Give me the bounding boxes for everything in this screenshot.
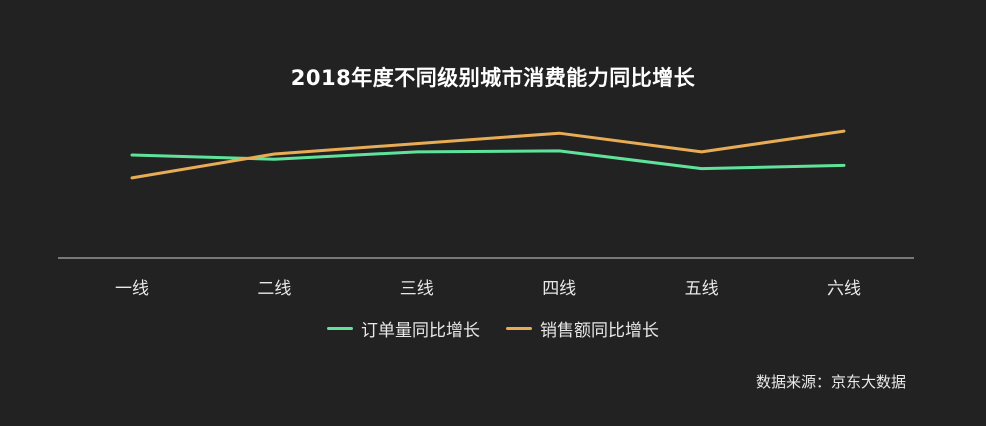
chart-title: 2018年度不同级别城市消费能力同比增长 bbox=[290, 66, 696, 90]
x-tick-label: 六线 bbox=[827, 279, 861, 299]
legend: 订单量同比增长 销售额同比增长 bbox=[0, 316, 986, 341]
x-tick-label: 三线 bbox=[400, 279, 434, 299]
legend-label: 订单量同比增长 bbox=[361, 321, 480, 341]
source-note: 数据来源：京东大数据 bbox=[755, 373, 906, 391]
plot-area: 一线 二线 三线 四线 五线 六线 bbox=[58, 129, 914, 299]
x-tick-label: 五线 bbox=[685, 279, 719, 299]
x-tick-label: 一线 bbox=[115, 279, 149, 299]
legend-swatch bbox=[327, 327, 353, 330]
legend-item-1: 订单量同比增长 bbox=[327, 316, 480, 341]
x-tick-label: 四线 bbox=[542, 279, 576, 299]
legend-swatch bbox=[506, 327, 532, 330]
legend-label: 销售额同比增长 bbox=[540, 321, 659, 341]
x-tick-label: 二线 bbox=[257, 279, 291, 299]
legend-item-2: 销售额同比增长 bbox=[506, 316, 659, 341]
series-line-2 bbox=[130, 129, 846, 180]
